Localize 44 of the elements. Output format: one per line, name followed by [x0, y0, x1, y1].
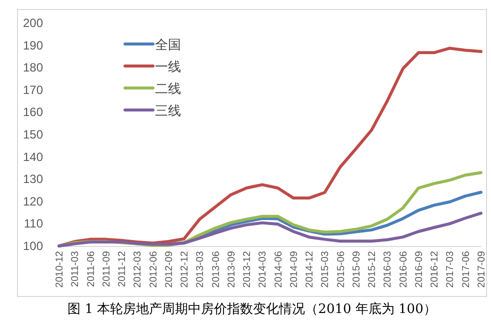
x-tick-label: 2015-06: [336, 250, 347, 288]
legend-label: 二线: [155, 82, 181, 97]
x-tick-label: 2016-12: [430, 250, 441, 288]
legend-label: 一线: [155, 60, 181, 75]
x-tick-label: 2011-06: [86, 250, 97, 287]
y-tick-label: 160: [22, 105, 44, 120]
x-tick-label: 2014-12: [304, 250, 316, 288]
x-tick-label: 2017-09: [476, 250, 488, 288]
x-tick-label: 2011-03: [70, 250, 82, 287]
x-tick-label: 2013-03: [195, 250, 206, 288]
x-tick-label: 2011-09: [101, 250, 112, 287]
x-tick-label: 2015-09: [351, 250, 362, 288]
x-tick-label: 2016-09: [414, 250, 425, 288]
y-tick-label: 200: [22, 16, 44, 30]
y-tick-label: 150: [22, 128, 44, 142]
x-tick-label: 2013-12: [242, 250, 254, 288]
x-tick-label: 2014-06: [273, 250, 284, 288]
x-tick-label: 2014-03: [258, 250, 269, 288]
x-tick-label: 2017-06: [460, 250, 472, 288]
y-tick-label: 130: [22, 172, 44, 186]
x-tick-label: 2015-12: [367, 250, 378, 288]
x-tick-label: 2011-12: [117, 250, 128, 287]
x-tick-label: 2012-06: [148, 250, 160, 288]
legend-label: 全国: [155, 38, 181, 53]
x-tick-label: 2014-09: [288, 250, 300, 288]
x-tick-label: 2010-12: [54, 250, 66, 288]
x-tick-label: 2012-12: [180, 250, 191, 288]
y-tick-label: 110: [24, 216, 44, 231]
y-tick-label: 140: [22, 150, 44, 164]
y-tick-label: 180: [22, 60, 44, 75]
y-tick-label: 120: [22, 194, 44, 208]
y-tick-label: 190: [22, 38, 44, 52]
x-tick-label: 2016-03: [382, 250, 394, 288]
x-tick-label: 2017-03: [445, 250, 456, 288]
caption: 图 1 本轮房地产周期中房价指数变化情况（2010 年底为 100）: [68, 301, 436, 317]
x-tick-label: 2013-06: [210, 250, 222, 288]
legend-label: 三线: [155, 104, 181, 119]
x-tick-label: 2012-09: [164, 250, 175, 288]
x-tick-label: 2015-03: [320, 250, 332, 288]
x-tick-label: 2016-06: [398, 250, 410, 288]
y-tick-label: 170: [22, 82, 44, 97]
x-tick-label: 2013-09: [226, 250, 238, 288]
x-tick-label: 2012-03: [132, 250, 144, 288]
y-tick-label: 100: [22, 239, 44, 253]
